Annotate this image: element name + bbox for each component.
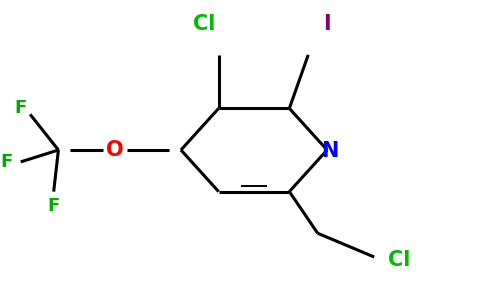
Text: F: F: [15, 99, 27, 117]
Text: F: F: [0, 153, 13, 171]
Text: Cl: Cl: [193, 14, 216, 34]
Text: Cl: Cl: [388, 250, 411, 270]
Text: I: I: [323, 14, 331, 34]
Text: F: F: [47, 197, 60, 215]
Text: O: O: [106, 140, 124, 160]
Text: N: N: [321, 142, 338, 161]
